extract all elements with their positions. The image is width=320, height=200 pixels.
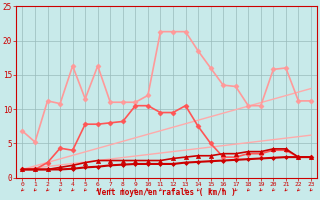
X-axis label: Vent moyen/en rafales ( km/h ): Vent moyen/en rafales ( km/h ) [97, 188, 236, 197]
